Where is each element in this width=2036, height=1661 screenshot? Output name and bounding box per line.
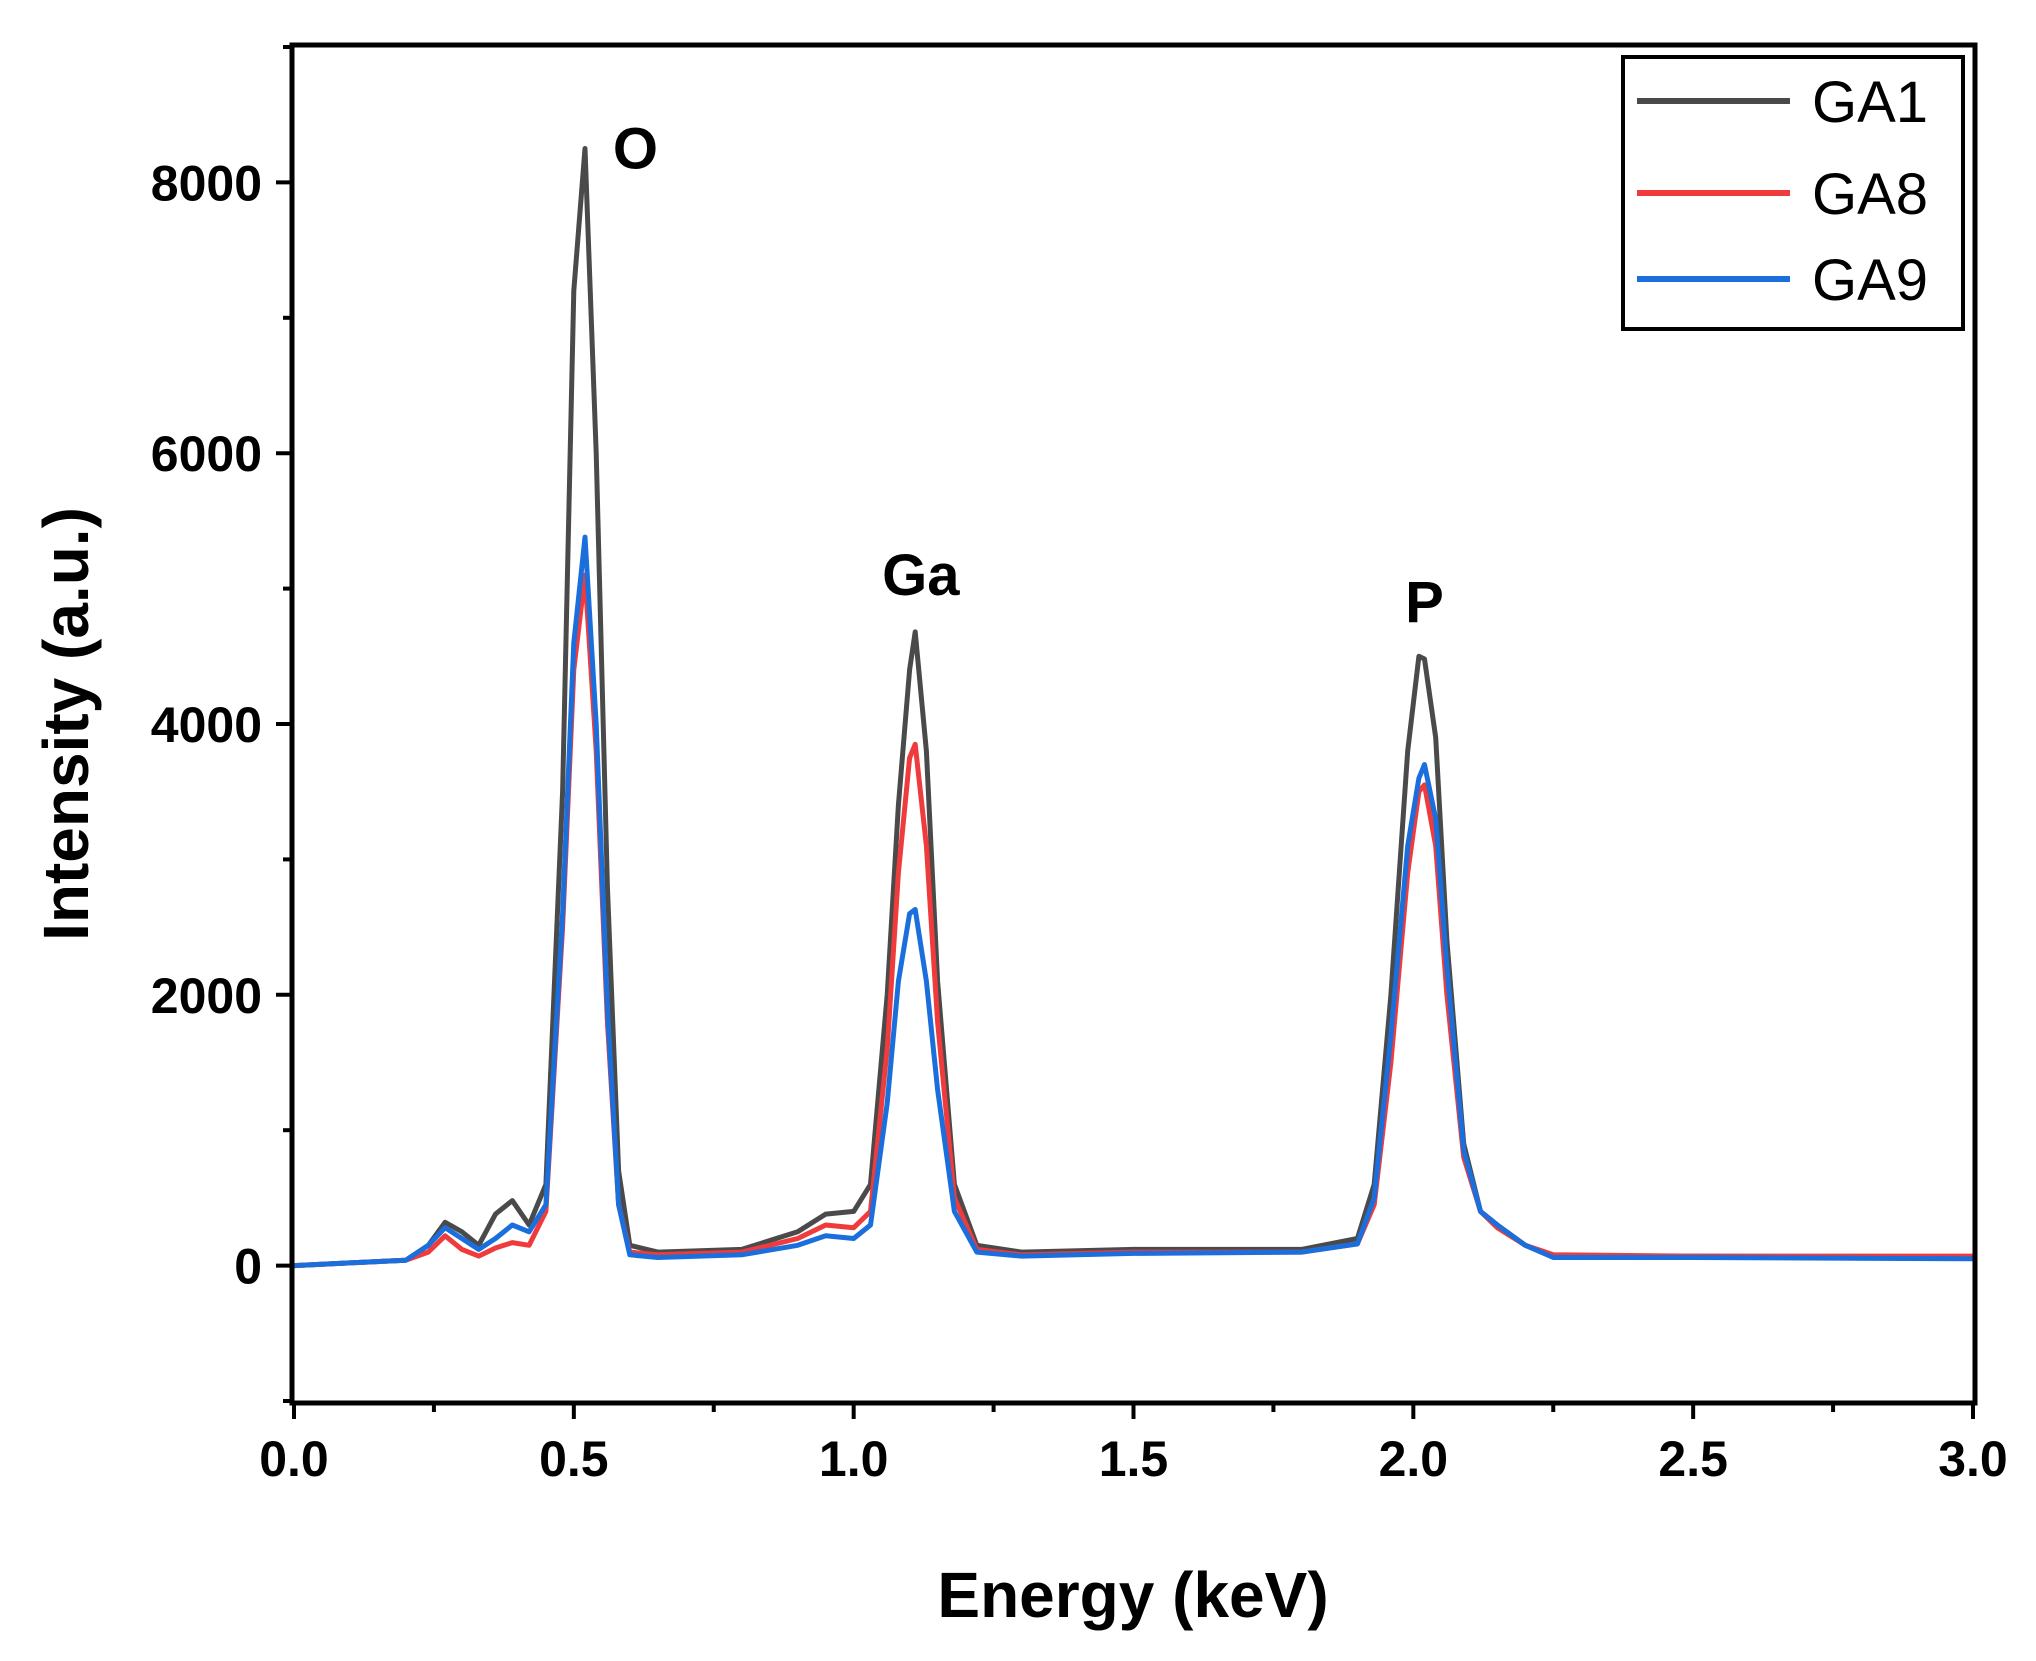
x-tick-label: 0.0 — [259, 1431, 329, 1487]
series-line-ga9 — [293, 534, 1974, 1269]
y-tick-label: 8000 — [151, 155, 262, 211]
x-axis-title: Energy (keV) — [937, 1559, 1328, 1631]
legend-label-ga9: GA9 — [1812, 248, 1928, 313]
series-line-ga8 — [293, 572, 1973, 1269]
x-tick-label: 0.5 — [539, 1431, 609, 1487]
peak-annotations: O Ga P — [613, 117, 1444, 636]
axis-ticks — [276, 45, 1975, 1419]
y-tick-labels: 0 2000 4000 6000 8000 — [151, 155, 262, 1294]
peak-label-ga: Ga — [882, 543, 960, 608]
y-tick-label: 0 — [234, 1239, 262, 1295]
x-tick-label: 3.0 — [1938, 1431, 2008, 1487]
y-tick-label: 6000 — [151, 426, 262, 482]
legend: GA1 GA8 GA9 — [1621, 55, 1965, 331]
series-line-ga1 — [293, 146, 1974, 1269]
y-tick-label: 4000 — [151, 697, 262, 753]
x-tick-label: 1.0 — [819, 1431, 889, 1487]
y-tick-label: 2000 — [151, 968, 262, 1024]
x-tick-label: 2.0 — [1379, 1431, 1449, 1487]
series-layer — [293, 146, 1974, 1269]
peak-label-p: P — [1405, 570, 1444, 635]
x-tick-labels: 0.0 0.5 1.0 1.5 2.0 2.5 3.0 — [259, 1431, 2008, 1487]
peak-label-o: O — [613, 117, 658, 182]
y-axis-title: Intensity (a.u.) — [30, 507, 102, 941]
x-tick-label: 1.5 — [1099, 1431, 1169, 1487]
legend-label-ga8: GA8 — [1812, 162, 1928, 227]
x-tick-label: 2.5 — [1658, 1431, 1728, 1487]
legend-label-ga1: GA1 — [1812, 70, 1928, 135]
